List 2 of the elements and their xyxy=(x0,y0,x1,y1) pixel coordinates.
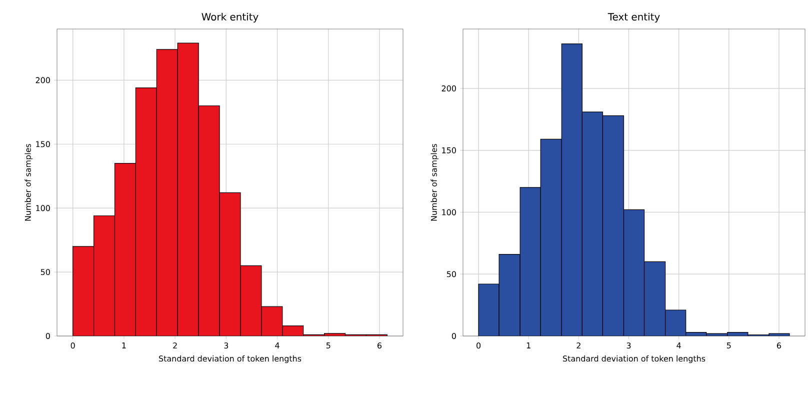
chart-title: Work entity xyxy=(202,12,258,23)
chart-title: Text entity xyxy=(608,12,660,23)
